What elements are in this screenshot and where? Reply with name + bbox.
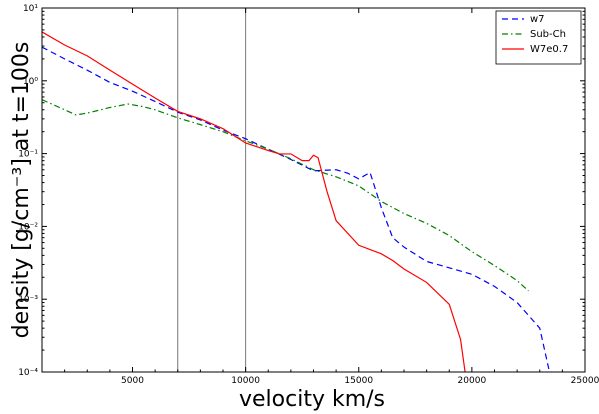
x-tick-label-2: 15000 (344, 376, 373, 386)
series-line-w7e0-7 (42, 31, 466, 372)
x-axis-label: velocity km/s (239, 387, 385, 412)
series-lines (42, 31, 550, 372)
y-tick-label-4: 10⁻³ (18, 295, 38, 305)
legend-label-0: w7 (530, 14, 545, 25)
y-tick-label-0: 10¹ (23, 4, 38, 14)
series-line-w7 (42, 46, 550, 370)
y-axis-label: density [g/cm⁻³] at t=100s (9, 42, 34, 339)
y-tick-label-5: 10⁻⁴ (18, 368, 38, 378)
x-tick-label-4: 25000 (571, 376, 599, 386)
legend-box (495, 10, 582, 65)
legend-label-2: W7e0.7 (530, 44, 568, 55)
reference-lines (177, 8, 247, 372)
x-tick-label-0: 5000 (121, 376, 144, 386)
axis-ticks: 5000 10000 15000 20000 25000 10¹ 10⁰ 10⁻¹ 10⁻² 10… (18, 4, 599, 386)
legend: w7 Sub-Ch W7e0.7 (495, 10, 582, 65)
y-tick-label-3: 10⁻² (18, 222, 38, 232)
y-tick-label-1: 10⁰ (23, 77, 38, 87)
x-tick-label-1: 10000 (231, 376, 260, 386)
y-tick-label-2: 10⁻¹ (18, 150, 38, 160)
legend-label-1: Sub-Ch (530, 29, 566, 40)
series-line-sub-ch (42, 99, 529, 292)
x-tick-label-3: 20000 (458, 376, 487, 386)
